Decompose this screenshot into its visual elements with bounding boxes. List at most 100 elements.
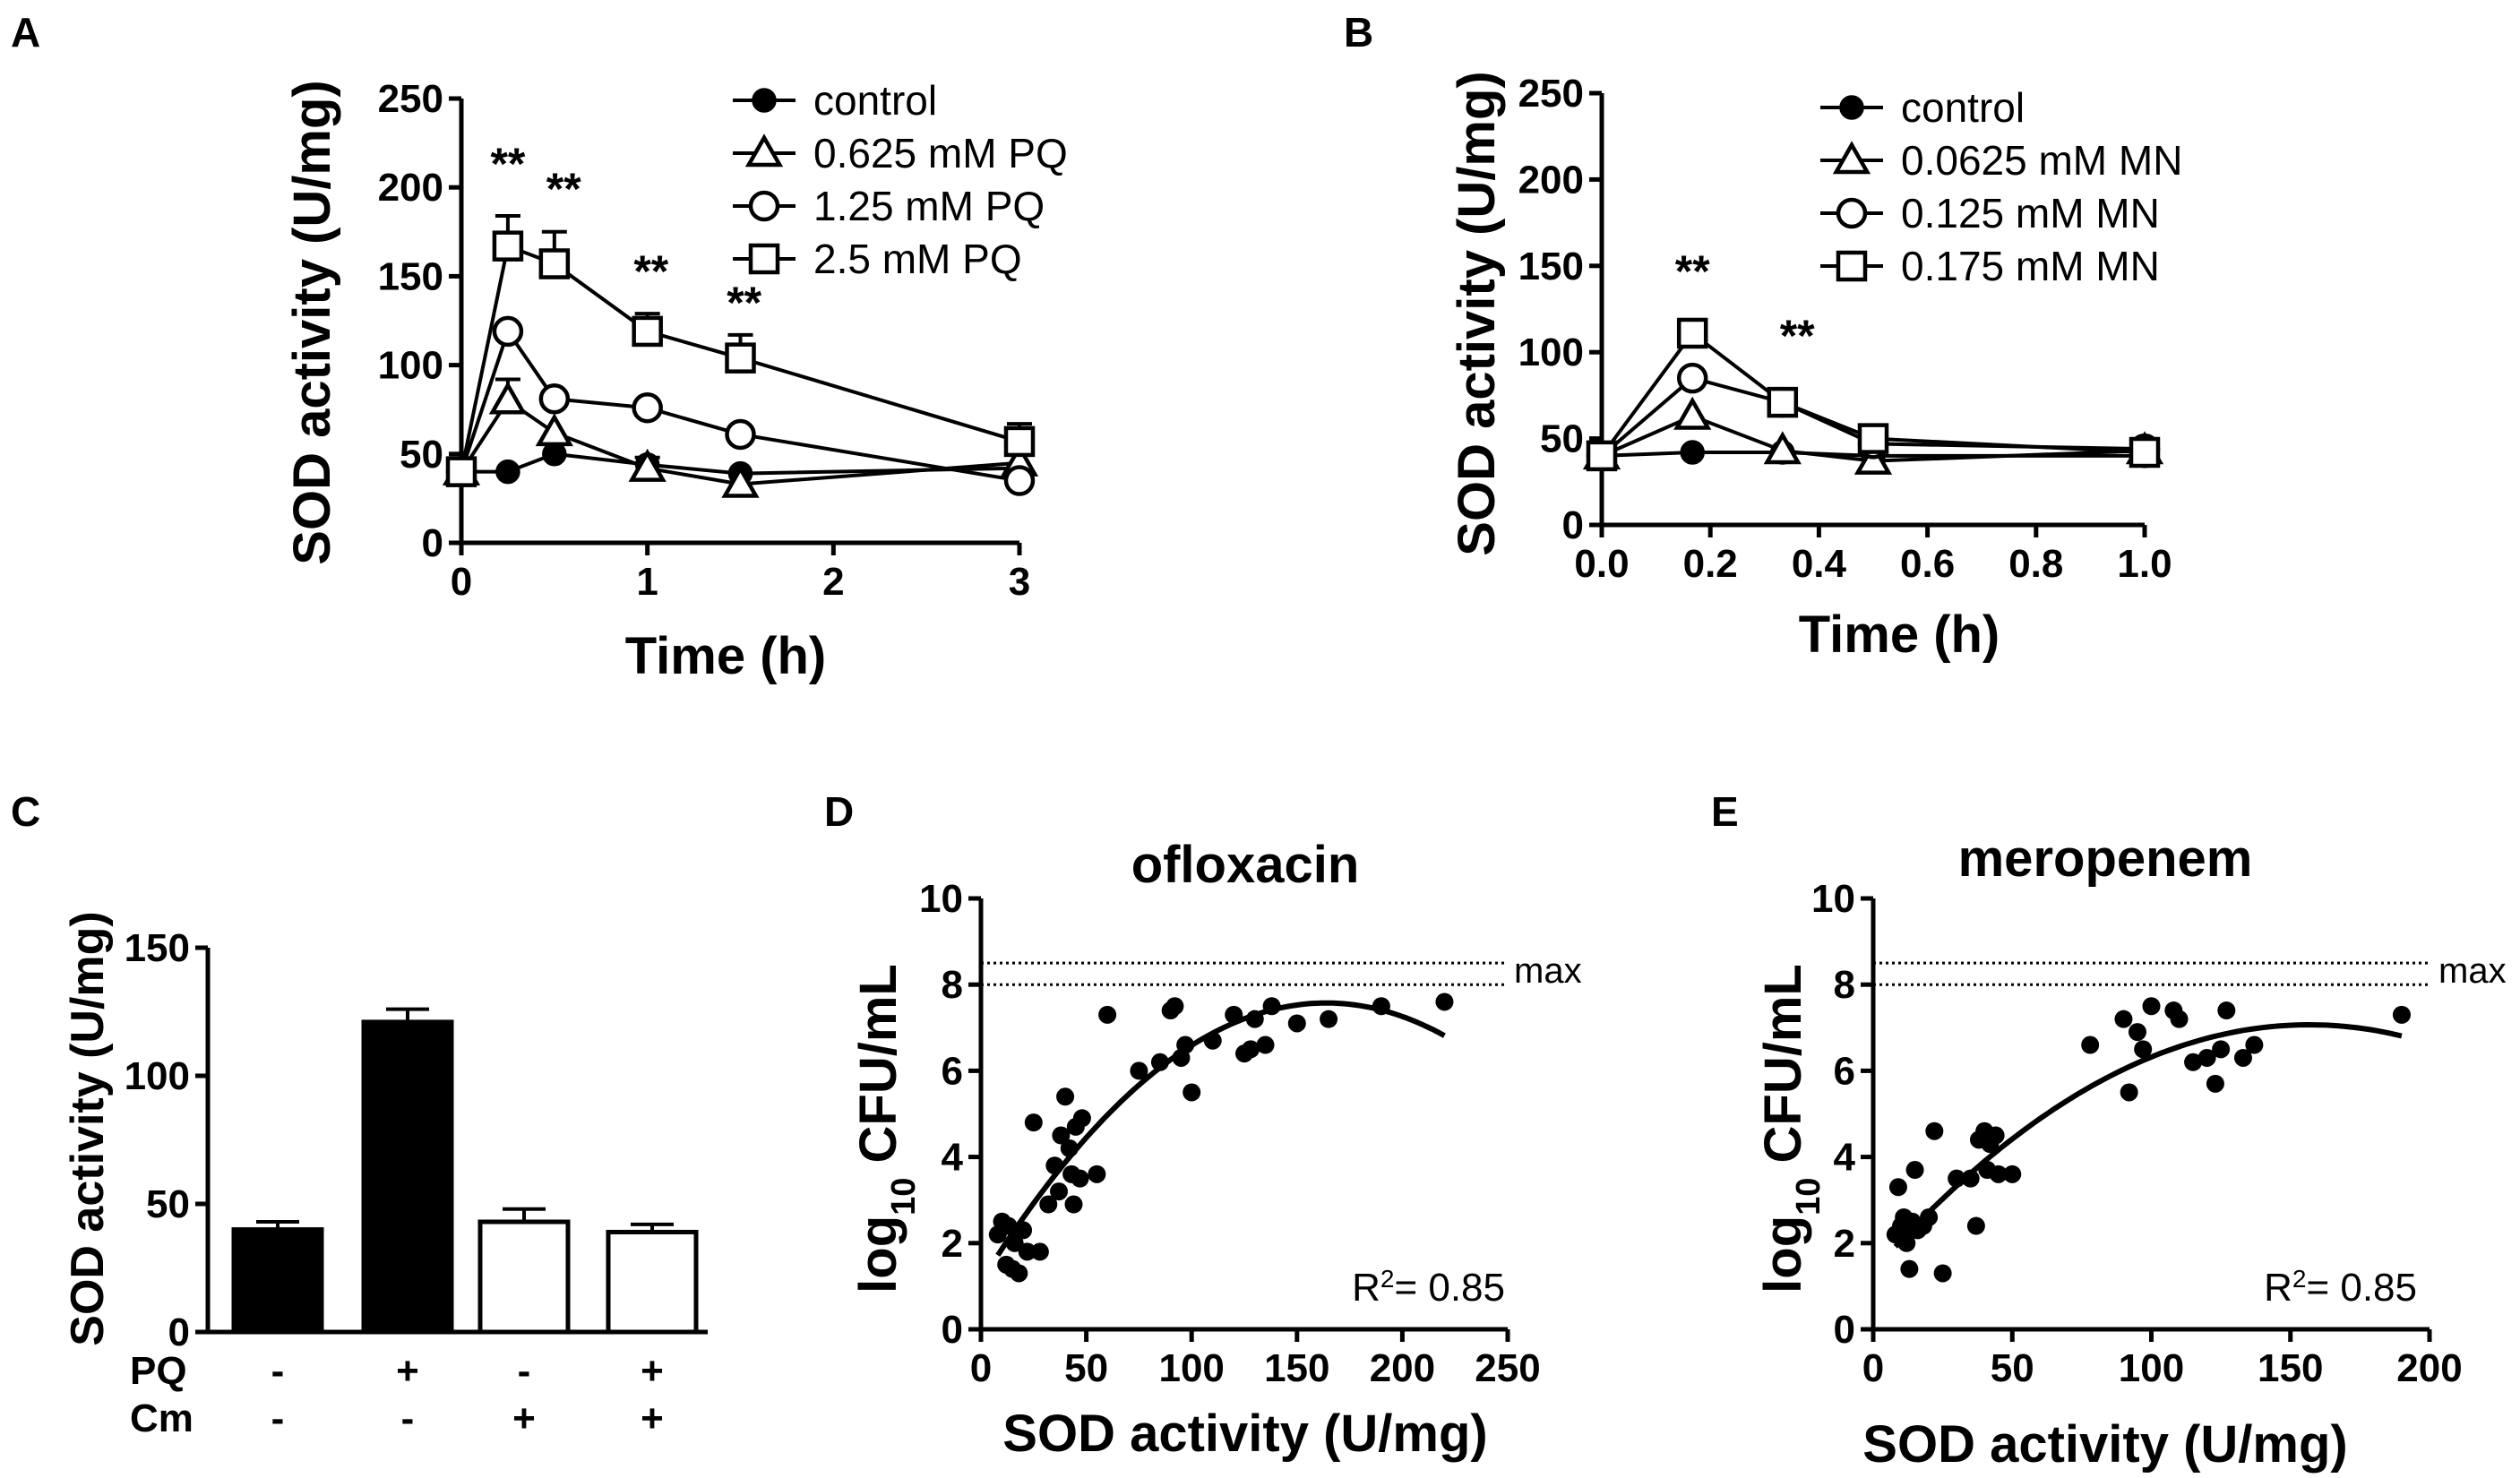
bar: [361, 1019, 454, 1335]
data-point: [725, 342, 756, 374]
x-tick-label: 0: [1862, 1346, 1884, 1390]
series-b: [1582, 317, 2164, 475]
data-point: [2392, 1005, 2411, 1024]
data-point: [1003, 425, 1036, 458]
y-tick-label: 6: [1834, 1049, 1855, 1093]
data-point: [445, 456, 477, 487]
legend-marker: [1836, 197, 1868, 229]
x-tick-label: 100: [2119, 1346, 2184, 1390]
y-tick-label: 250: [378, 77, 443, 121]
x-tick-label: 0.0: [1574, 542, 1629, 586]
data-point: [492, 315, 524, 348]
panel-label-e: E: [1711, 788, 1739, 835]
cm-sign: +: [641, 1396, 664, 1440]
y-tick-label: 150: [125, 926, 190, 970]
data-point: [725, 418, 756, 451]
panel-a: A SOD activity (U/mg) Time (h) 0 50 100 150…: [11, 9, 1068, 685]
data-point: [1003, 465, 1036, 496]
y-axis-title-b: SOD activity (U/mg): [1448, 71, 1506, 555]
data-point: [2197, 1048, 2216, 1067]
significance-marker: **: [1780, 311, 1815, 361]
pq-sign: +: [641, 1349, 664, 1393]
data-point: [1183, 1083, 1201, 1102]
series-line-25-mM-PQ: [460, 243, 1020, 473]
x-axis-title-e: SOD activity (U/mg): [1862, 1415, 2347, 1474]
pq-sign: +: [396, 1349, 419, 1393]
data-point: [2245, 1035, 2264, 1054]
data-point: [1900, 1259, 1919, 1278]
x-tick-label: 0.6: [1900, 542, 1955, 586]
y-tick-label: 50: [1540, 417, 1584, 461]
data-point: [488, 381, 528, 415]
axes-b: 0 50 100 150 200 250 0.0 0.2 0.4 0.6 0.8 1.0: [1518, 72, 2172, 586]
panel-b: B SOD activity (U/mg) Time (h) 0 50 100 150…: [1344, 9, 2182, 664]
cm-sign: +: [512, 1396, 536, 1440]
data-point: [492, 230, 524, 262]
y-tick-label: 10: [919, 877, 963, 921]
data-point: [2170, 1010, 2189, 1028]
data-point: [628, 448, 667, 482]
x-tick-label: 0.8: [2008, 542, 2063, 586]
data-point: [1767, 386, 1799, 418]
row-label-cm: Cm: [130, 1396, 194, 1440]
legend-b: control 0.0625 mM MN 0.125 mM MN 0.175 mM M…: [1820, 84, 2182, 289]
data-point: [1130, 1061, 1148, 1080]
cm-sign: -: [271, 1396, 285, 1440]
panel-label-c: C: [11, 788, 40, 835]
row-label-pq: PQ: [130, 1349, 187, 1393]
data-point: [1676, 317, 1708, 349]
y-tick-label: 150: [1518, 245, 1584, 288]
significance-marker: **: [633, 246, 668, 296]
y-axis-title-d: log10 CFU/mL: [849, 964, 923, 1293]
y-tick-label: 50: [400, 433, 443, 477]
bars-c: [231, 1007, 699, 1335]
data-point: [1039, 1195, 1058, 1214]
data-point: [2081, 1035, 2100, 1054]
significance-marker: **: [546, 164, 581, 214]
x-tick-label: 50: [1064, 1346, 1108, 1390]
data-point: [1888, 1178, 1907, 1197]
data-point: [2129, 436, 2161, 468]
data-point: [1586, 440, 1618, 472]
fit-curve: [1893, 1021, 2403, 1249]
y-tick-label: 100: [1518, 331, 1584, 374]
data-point: [721, 464, 760, 498]
x-tick-label: 150: [1264, 1346, 1329, 1390]
scatter-points-e: [1886, 997, 2411, 1283]
panel-e: E meropenem log10 CFU/mL SOD activity (U…: [1711, 788, 2507, 1474]
legend-marker: [744, 133, 784, 168]
bar: [477, 1219, 571, 1335]
legend-a: control 0.625 mM PQ 1.25 mM PQ 2.5 mM PQ: [733, 77, 1068, 282]
data-point: [1287, 1014, 1306, 1033]
panel-title-e: meropenem: [1958, 829, 2253, 888]
x-tick-label: 200: [1370, 1346, 1435, 1390]
y-tick-label: 100: [125, 1054, 190, 1098]
data-point: [1320, 1010, 1338, 1028]
significance-marker: **: [727, 278, 761, 328]
data-point: [1925, 1121, 1944, 1140]
series-line-125-mM-PQ: [460, 327, 1020, 483]
data-point: [1986, 1126, 2005, 1145]
data-point: [632, 315, 663, 348]
legend-marker: [752, 88, 777, 113]
data-point: [2206, 1074, 2224, 1093]
panel-label-a: A: [11, 9, 40, 56]
x-axis-title-a: Time (h): [625, 627, 827, 685]
cm-sign: -: [401, 1396, 415, 1440]
legend-label: 0.175 mM MN: [1901, 243, 2160, 289]
x-tick-label: 2: [822, 560, 844, 604]
x-tick-label: 1: [636, 560, 658, 604]
legend-marker: [748, 190, 780, 222]
data-point: [1256, 1035, 1275, 1054]
panel-label-d: D: [824, 788, 854, 835]
y-tick-label: 0: [1834, 1308, 1855, 1352]
axes-a: 0 50 100 150 200 250 0 1 2 3: [378, 77, 1031, 604]
data-point: [495, 459, 520, 485]
legend-marker: [1839, 95, 1864, 120]
bar: [606, 1229, 699, 1335]
data-point: [2212, 1040, 2231, 1059]
y-tick-label: 0: [168, 1310, 190, 1354]
